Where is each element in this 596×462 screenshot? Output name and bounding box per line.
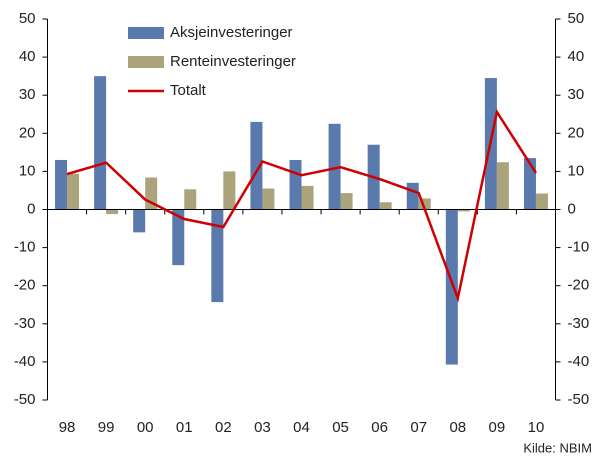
x-tick-label: 00: [137, 419, 154, 436]
bar: [223, 171, 236, 210]
y-tick-label: 40: [19, 48, 36, 65]
x-tick-label: 02: [215, 419, 232, 436]
x-tick-label: 07: [410, 419, 427, 436]
x-tick-label: 98: [59, 419, 76, 436]
y-tick-label: -50: [14, 391, 36, 408]
bar: [67, 173, 80, 210]
bar: [289, 159, 302, 210]
y2-tick-label: -30: [568, 315, 590, 332]
y2-tick-label: -40: [568, 353, 590, 370]
bar: [301, 185, 314, 210]
y-tick-label: 20: [19, 124, 36, 141]
line: [66, 108, 538, 303]
bar: [406, 182, 419, 210]
x-tick-label: 09: [489, 419, 506, 436]
legend-swatch: [128, 56, 164, 68]
bar: [184, 189, 197, 210]
x-tick-label: 03: [254, 419, 271, 436]
bar: [340, 193, 353, 210]
y-tick-label: 50: [19, 10, 36, 27]
y-tick-label: -10: [14, 239, 36, 256]
x-tick-label: 08: [449, 419, 466, 436]
y2-tick-label: -10: [568, 239, 590, 256]
x-tick-label: 99: [98, 419, 115, 436]
y2-tick-label: 20: [568, 124, 585, 141]
bar: [94, 76, 107, 210]
bar: [211, 209, 224, 303]
legend-label: Renteinvesteringer: [170, 53, 296, 70]
x-tick-label: 04: [293, 419, 310, 436]
x-tick-label: 06: [371, 419, 388, 436]
bar: [523, 158, 536, 210]
y2-tick-label: -50: [568, 391, 590, 408]
y2-tick-label: 50: [568, 10, 585, 27]
bar: [535, 193, 548, 210]
y-tick-label: -20: [14, 277, 36, 294]
source: Kilde: NBIM: [523, 440, 592, 455]
bar: [262, 188, 275, 210]
bar: [133, 209, 146, 233]
bar: [496, 162, 509, 210]
y2-tick-label: 40: [568, 48, 585, 65]
legend-label: Aksjeinvesteringer: [170, 24, 293, 41]
y-tick-label: -40: [14, 353, 36, 370]
bar: [328, 123, 341, 210]
bar: [418, 198, 431, 210]
x-tick-label: 01: [176, 419, 193, 436]
y2-tick-label: 30: [568, 86, 585, 103]
bar: [172, 209, 185, 266]
bar: [457, 209, 470, 212]
y2-tick-label: -20: [568, 277, 590, 294]
bar: [250, 121, 263, 210]
bar: [379, 202, 392, 210]
bar: [55, 159, 68, 210]
y2-tick-label: 10: [568, 162, 585, 179]
legend-swatch: [128, 27, 164, 39]
legend-label: Totalt: [170, 82, 207, 99]
bar: [445, 209, 458, 365]
y-tick-label: -30: [14, 315, 36, 332]
x-tick-label: 10: [528, 419, 545, 436]
x-tick-label: 05: [332, 419, 349, 436]
y-tick-label: 10: [19, 162, 36, 179]
y2-tick-label: 0: [568, 200, 576, 217]
y-tick-label: 0: [27, 200, 35, 217]
y-tick-label: 30: [19, 86, 36, 103]
bar: [106, 209, 119, 215]
